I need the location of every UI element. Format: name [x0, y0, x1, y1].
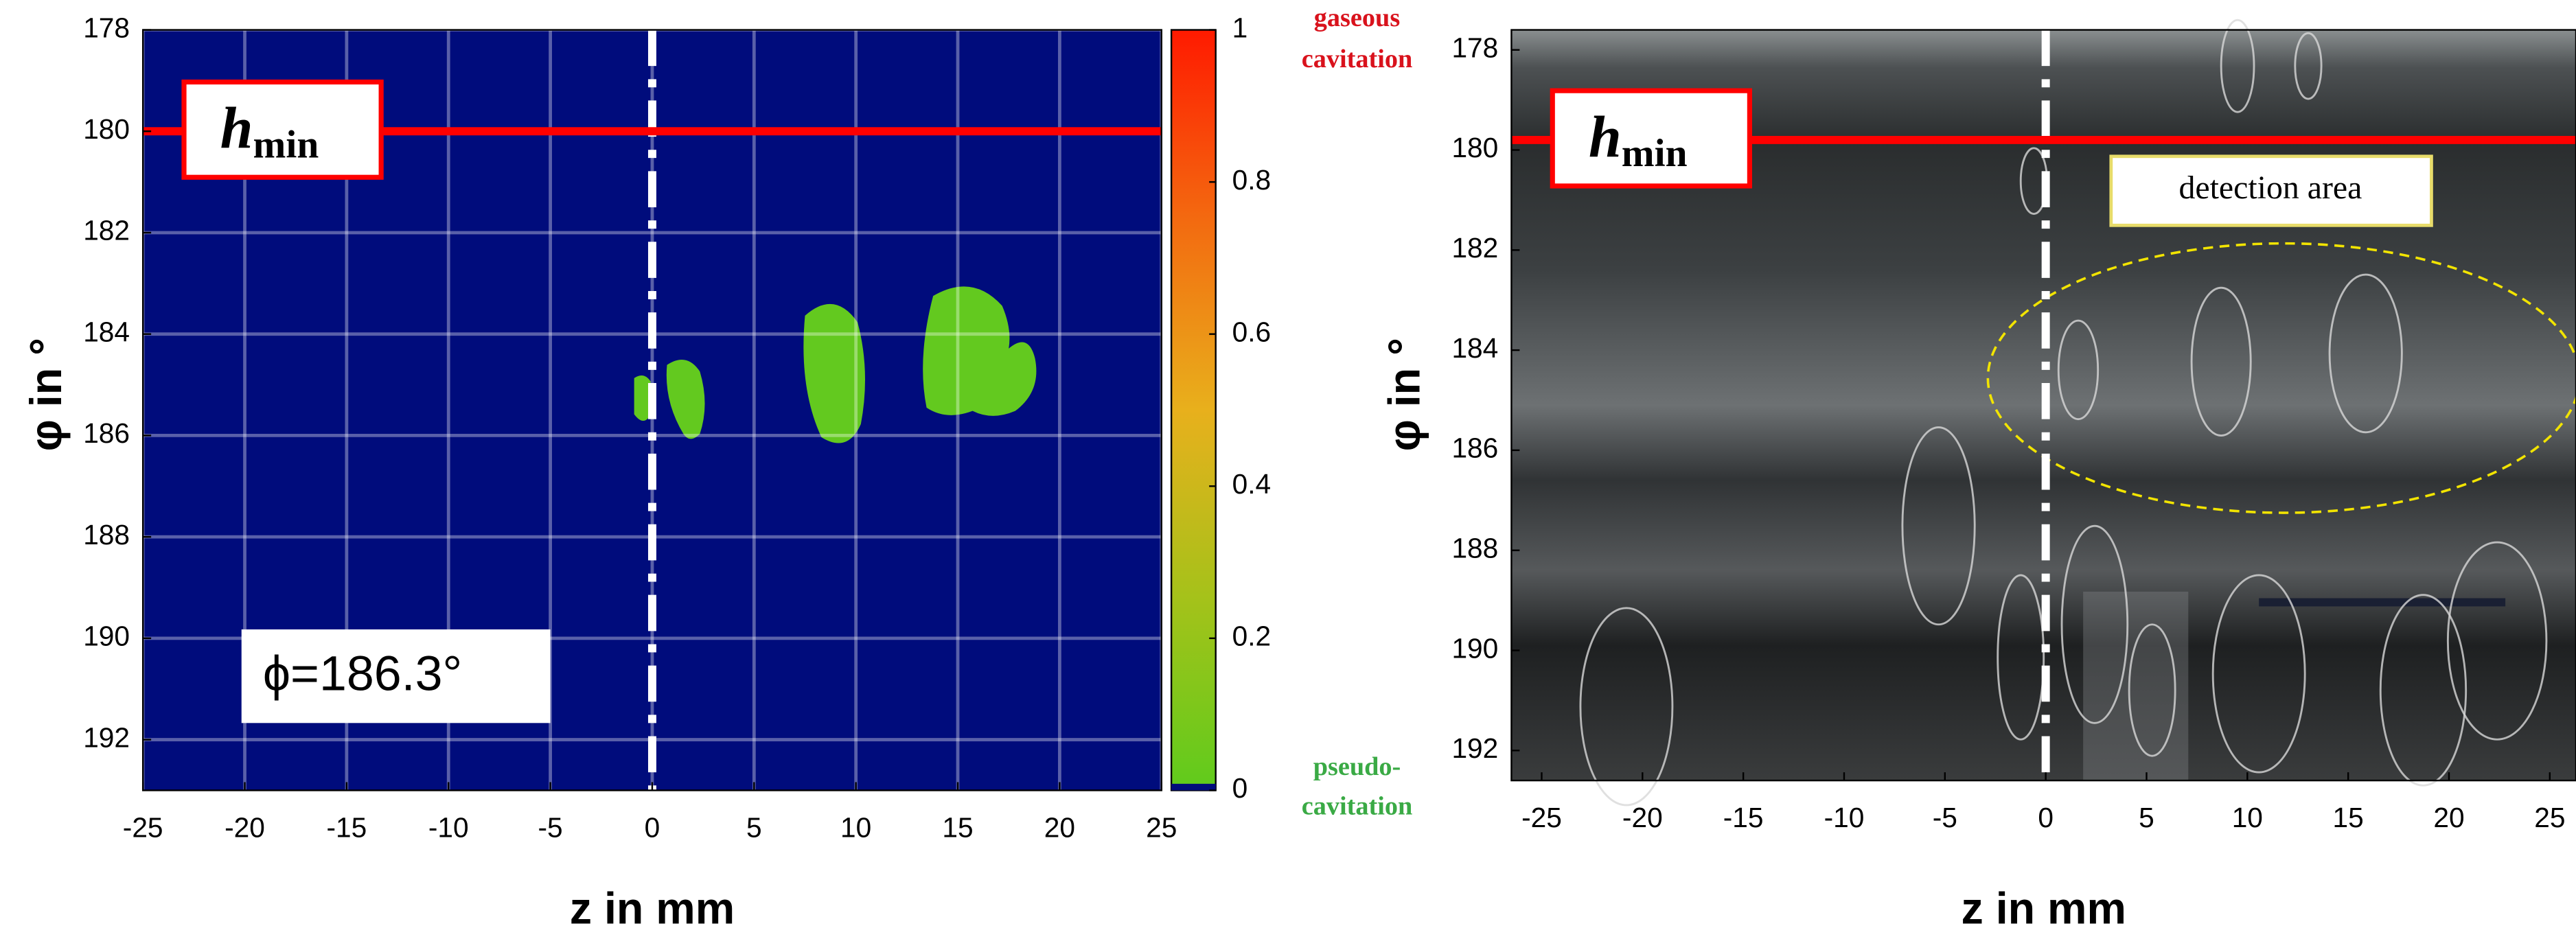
x-tick-label: 10 — [2232, 802, 2263, 833]
colorbar — [1170, 29, 1217, 791]
x-tick-label: 15 — [942, 812, 973, 844]
bubble — [1579, 607, 1674, 807]
cavitation-region — [923, 286, 1037, 416]
bubble — [2328, 273, 2403, 434]
bubble — [2128, 623, 2176, 757]
annotation: detection area — [2178, 170, 2362, 206]
cavitation-region — [634, 375, 651, 421]
hmin-box — [181, 79, 384, 180]
bubble — [2446, 541, 2548, 741]
x-tick-label: 0 — [645, 812, 660, 844]
y-tick-label: 178 — [83, 12, 130, 43]
x-tick-label: 10 — [840, 812, 871, 844]
hmin-label: hmin — [1589, 104, 1688, 175]
x-tick-label: -25 — [1521, 802, 1562, 833]
y-tick-label: 190 — [1451, 632, 1498, 664]
x-tick-label: 0 — [2038, 802, 2054, 833]
colorbar-tick-label: 0.8 — [1232, 164, 1272, 196]
x-tick-label: 20 — [1044, 812, 1075, 844]
cavitation-region — [666, 360, 705, 439]
y-tick-label: 180 — [1451, 132, 1498, 163]
x-tick-label: 5 — [2139, 802, 2154, 833]
y-tick-label: 184 — [1451, 332, 1498, 364]
bubble — [2190, 286, 2252, 437]
bubble — [2057, 319, 2100, 421]
cavitation-regions — [634, 286, 1037, 443]
colorbar-top-label: gaseous — [1314, 3, 1400, 32]
x-tick-label: 20 — [2433, 802, 2464, 833]
x-tick-label: 25 — [1146, 812, 1177, 844]
x-tick-label: -15 — [327, 812, 367, 844]
cavitation-region — [803, 303, 866, 443]
hmin-box — [1550, 88, 1752, 189]
x-tick-label: 5 — [746, 812, 762, 844]
annotation-box — [241, 629, 551, 723]
hmin-symbol: h — [1589, 104, 1622, 170]
x-tick-label: 25 — [2534, 802, 2565, 833]
x-tick-label: -10 — [428, 812, 469, 844]
colorbar-tick-label: 1 — [1232, 12, 1248, 43]
x-tick-label: -5 — [538, 812, 563, 844]
bubble — [1901, 426, 1976, 626]
y-tick-label: 178 — [1451, 32, 1498, 63]
bubble — [2211, 574, 2306, 774]
x-axis-label: z in mm — [570, 884, 735, 934]
x-axis-label: z in mm — [1961, 884, 2126, 934]
x-tick-label: -10 — [1824, 802, 1865, 833]
x-tick-label: -15 — [1723, 802, 1764, 833]
x-tick-label: -25 — [123, 812, 163, 844]
annotation: ϕ=186.3° — [263, 646, 462, 701]
y-tick-label: 186 — [1451, 432, 1498, 464]
y-tick-label: 188 — [83, 519, 130, 551]
photo-decor — [1579, 19, 2576, 807]
y-tick-label: 180 — [83, 113, 130, 145]
colorbar-tick-label: 0.2 — [1232, 621, 1272, 652]
y-axis-label: φ in ° — [21, 338, 71, 451]
photo-highlight — [2083, 591, 2189, 781]
x-tick-label: -20 — [1622, 802, 1663, 833]
x-tick-label: -5 — [1933, 802, 1957, 833]
y-tick-label: 182 — [83, 215, 130, 246]
y-tick-label: 192 — [1451, 732, 1498, 764]
colorbar-bottom-label: pseudo- — [1313, 752, 1401, 781]
colorbar-tick-label: 0 — [1232, 772, 1248, 804]
colorbar-top-label: cavitation — [1302, 45, 1413, 73]
bubble — [2060, 524, 2129, 724]
x-tick-label: 15 — [2333, 802, 2364, 833]
y-axis-label: φ in ° — [1380, 338, 1429, 451]
bubble — [1997, 574, 2045, 741]
y-tick-label: 182 — [1451, 232, 1498, 264]
plot-frame — [1510, 29, 2576, 782]
bubble — [2294, 32, 2323, 100]
photo-streak — [2259, 598, 2506, 607]
annotation-box — [2109, 154, 2433, 227]
y-tick-label: 192 — [83, 721, 130, 753]
colorbar-tick-label: 0.4 — [1232, 468, 1272, 500]
hmin-subscript: min — [1622, 132, 1688, 175]
colorbar-bottom-label: cavitation — [1302, 792, 1413, 821]
y-tick-label: 188 — [1451, 532, 1498, 564]
hmin-symbol: h — [220, 95, 253, 161]
y-tick-label: 190 — [83, 621, 130, 652]
y-tick-label: 184 — [83, 316, 130, 347]
colorbar-tick-label: 0.6 — [1232, 316, 1272, 347]
colorbar-low — [1171, 783, 1216, 791]
y-tick-label: 186 — [83, 417, 130, 449]
bubble — [2220, 19, 2255, 113]
bubble — [2379, 594, 2468, 787]
detection-ellipse — [1986, 242, 2576, 514]
hmin-subscript: min — [253, 124, 319, 167]
x-tick-label: -20 — [225, 812, 265, 844]
hmin-label: hmin — [220, 95, 319, 166]
